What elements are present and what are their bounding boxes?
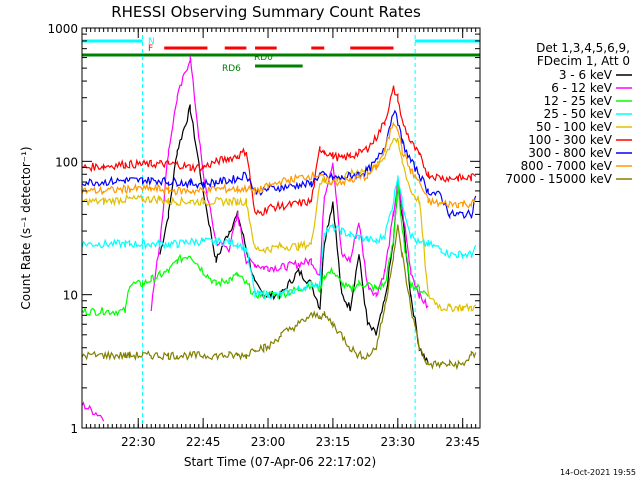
series-line-8 [82, 224, 477, 371]
legend-header-line: Det 1,3,4,5,6,9, [536, 41, 630, 55]
y-tick-label: 10 [63, 289, 78, 303]
x-tick-label: 22:45 [186, 435, 221, 449]
series-line-3 [82, 175, 477, 300]
chart-title: RHESSI Observing Summary Count Rates [111, 3, 421, 21]
timestamp: 14-Oct-2021 19:55 [560, 468, 636, 477]
legend-entry-label: 3 - 6 keV [559, 68, 613, 82]
legend-header-line: FDecim 1, Att 0 [537, 54, 630, 68]
plot-frame [81, 27, 481, 429]
series-line-6 [82, 109, 477, 220]
legend-entry-label: 12 - 25 keV [544, 94, 613, 108]
legend-entry-label: 25 - 50 keV [544, 107, 613, 121]
y-tick-label: 1000 [47, 22, 78, 36]
legend-entry-label: 800 - 7000 keV [521, 159, 613, 173]
y-tick-label: 100 [55, 155, 78, 169]
x-tick-label: 23:00 [251, 435, 286, 449]
x-tick-label: 23:45 [445, 435, 480, 449]
series-line-4 [82, 137, 477, 313]
legend-entry-label: 7000 - 15000 keV [505, 172, 612, 186]
x-tick-label: 22:30 [121, 435, 156, 449]
flag-label-rd6: RD6 [222, 64, 241, 74]
x-tick-label: 23:30 [381, 435, 416, 449]
legend-entry-label: 6 - 12 keV [551, 81, 613, 95]
series-line-7 [82, 122, 477, 209]
flag-label-rd0: RD0 [254, 53, 273, 63]
legend-entry-label: 50 - 100 keV [536, 120, 613, 134]
series-line-2 [82, 182, 429, 317]
x-tick-label: 23:15 [316, 435, 351, 449]
flag-label-n: N [148, 37, 155, 47]
legend: Det 1,3,4,5,6,9,FDecim 1, Att 03 - 6 keV… [505, 41, 632, 186]
series-line-1 [82, 55, 429, 422]
x-axis-label: Start Time (07-Apr-06 22:17:02) [184, 455, 376, 469]
legend-entry-label: 300 - 800 keV [528, 146, 612, 160]
series-line-5 [82, 85, 477, 217]
y-tick-label: 1 [70, 422, 78, 436]
flag-label-f: F [148, 44, 153, 54]
y-axis-label: Count Rate (s⁻¹ detector⁻¹) [19, 146, 33, 309]
legend-entry-label: 100 - 300 keV [528, 133, 612, 147]
